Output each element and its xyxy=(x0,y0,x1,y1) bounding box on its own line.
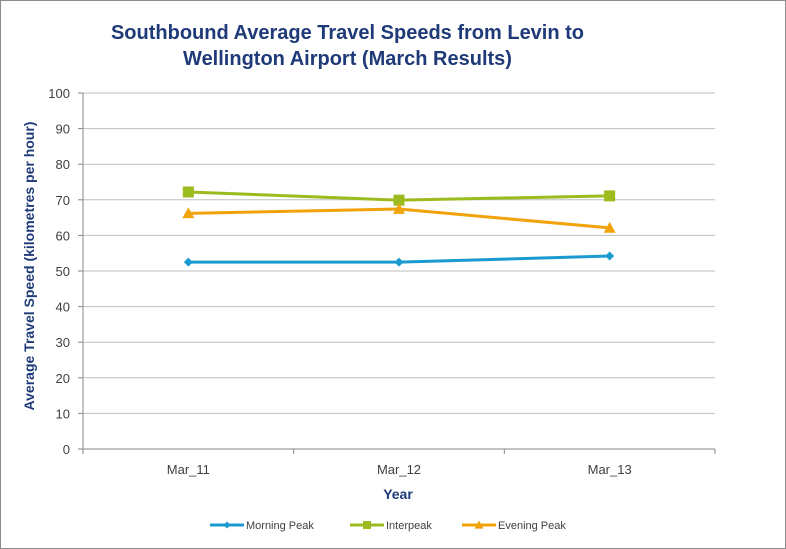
series-lines xyxy=(182,186,616,267)
y-tick-label: 30 xyxy=(56,335,70,350)
data-point-interpeak xyxy=(604,190,616,202)
data-point-interpeak xyxy=(393,194,405,206)
legend-label-morning-peak: Morning Peak xyxy=(246,520,314,532)
y-tick-label: 10 xyxy=(56,406,70,421)
x-tick-labels: Mar_11 Mar_12 Mar_13 xyxy=(167,462,632,477)
data-point-morning-peak xyxy=(605,251,615,261)
data-point-morning-peak xyxy=(183,257,193,267)
data-point-morning-peak xyxy=(394,257,404,267)
y-tick-label: 70 xyxy=(56,193,70,208)
chart-title: Southbound Average Travel Speeds from Le… xyxy=(40,20,655,72)
data-point-interpeak xyxy=(182,186,194,198)
data-point-evening-peak xyxy=(182,207,195,219)
legend-marker-morning-peak xyxy=(223,521,231,529)
x-tick-label: Mar_12 xyxy=(377,462,421,477)
gridlines xyxy=(83,92,715,414)
x-tick-label: Mar_13 xyxy=(588,462,632,477)
legend-label-evening-peak: Evening Peak xyxy=(498,520,566,532)
y-tick-label: 20 xyxy=(56,371,70,386)
y-tick-label: 0 xyxy=(63,442,70,457)
y-tick-label: 50 xyxy=(56,264,70,279)
x-tick-label: Mar_11 xyxy=(167,462,210,477)
legend-label-interpeak: Interpeak xyxy=(386,520,432,532)
axes xyxy=(78,92,716,454)
y-tick-label: 90 xyxy=(56,122,70,137)
y-tick-labels: 0 10 20 30 40 50 60 70 80 90 100 xyxy=(48,86,70,457)
data-point-evening-peak xyxy=(603,221,616,233)
y-tick-label: 40 xyxy=(56,300,70,315)
y-axis-title: Average Travel Speed (kilometres per hou… xyxy=(21,122,37,411)
legend-marker-evening-peak xyxy=(474,520,484,529)
y-tick-label: 60 xyxy=(56,228,70,243)
chart-title-line-1: Southbound Average Travel Speeds from Le… xyxy=(110,22,585,44)
x-axis-title: Year xyxy=(383,486,413,502)
legend-marker-interpeak xyxy=(363,521,371,529)
y-tick-label: 80 xyxy=(56,157,70,172)
legend: Morning Peak Interpeak Evening Peak xyxy=(210,520,566,532)
data-point-evening-peak xyxy=(393,203,405,214)
y-tick-label: 100 xyxy=(48,86,70,101)
chart-title-line-2: Wellington Airport (March Results) xyxy=(183,48,512,70)
